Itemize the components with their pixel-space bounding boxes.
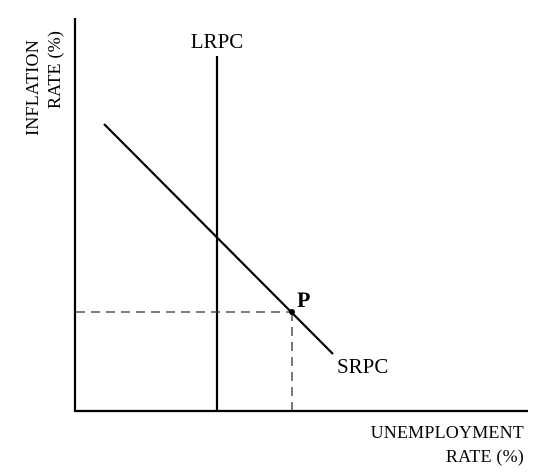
y-axis-title-line1: INFLATION [22,40,42,136]
point-p-marker [289,309,295,315]
x-axis-title-line1: UNEMPLOYMENT [371,422,524,442]
point-p-label: P [297,287,310,312]
x-axis-title-line2: RATE (%) [446,446,524,467]
y-axis-title-line2: RATE (%) [44,31,65,109]
srpc-label: SRPC [337,354,388,378]
srpc-line [103,123,334,355]
lrpc-label: LRPC [191,29,244,53]
